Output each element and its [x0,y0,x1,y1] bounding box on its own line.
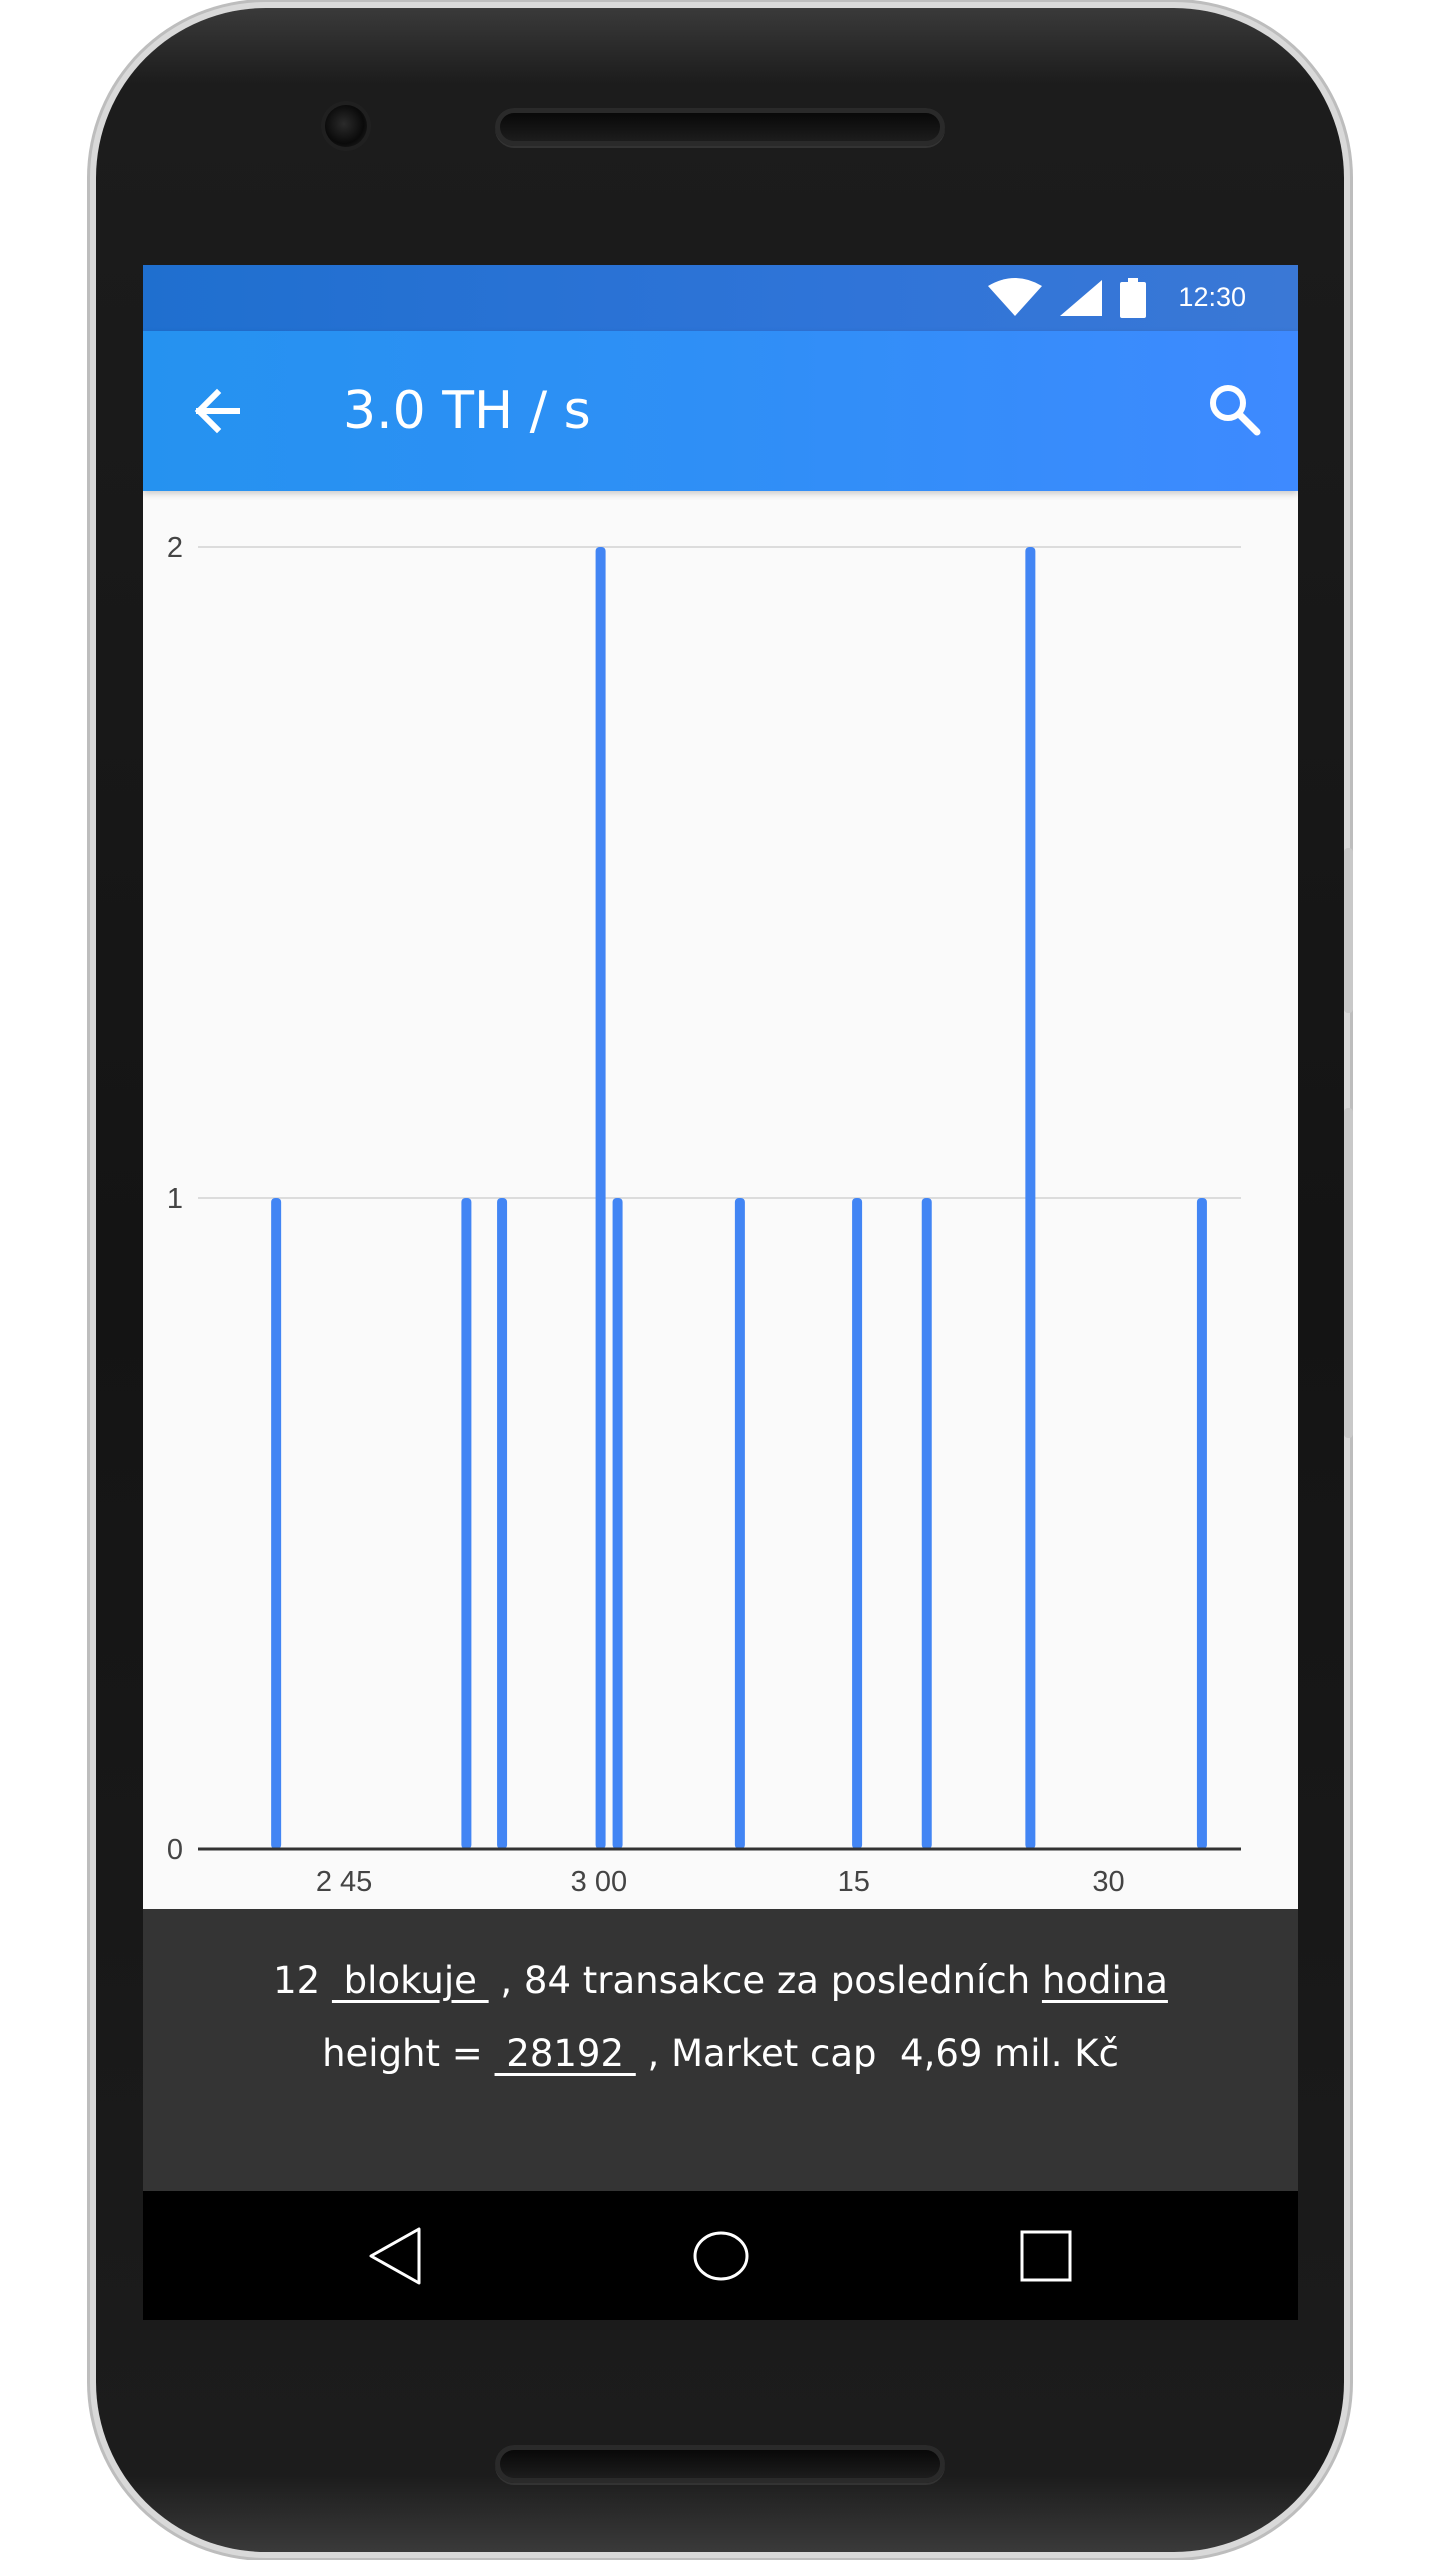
height-link[interactable]: 28192 [494,2032,636,2075]
app-title: 3.0 TH / s [343,381,591,441]
nav-back-button[interactable] [361,2221,431,2291]
bar [497,1198,508,1849]
info-panel: 12 blokuje , 84 transakce za posledních … [143,1909,1298,2191]
chart: 0 1 2 2 45 3 00 15 30 [167,532,1241,1898]
arrow-left-icon [194,388,240,434]
front-camera [325,105,367,147]
bar [1025,547,1036,1849]
back-button[interactable] [183,377,251,445]
x-tick-label: 2 45 [316,1866,372,1898]
market-cap-text: , Market cap 4,69 mil. Kč [647,2032,1119,2075]
nav-recents-button[interactable] [1011,2221,1081,2291]
bar [612,1198,623,1849]
phone-power-button [1344,848,1353,1013]
status-time: 12:30 [1178,282,1246,312]
nav-home-circle-icon [693,2231,749,2281]
cellular-signal-icon [1060,280,1102,316]
y-tick-label: 2 [167,532,183,564]
info-line-height: height = 28192 , Market cap 4,69 mil. Kč [143,2032,1298,2075]
period-link[interactable]: hodina [1041,1959,1168,2002]
bar [1196,1198,1207,1849]
height-label: height = [322,2032,483,2075]
search-icon [1210,385,1261,436]
blocks-link[interactable]: blokuje [331,1959,489,2002]
top-speaker [495,108,945,146]
search-button[interactable] [1200,375,1268,443]
bar [461,1198,472,1849]
nav-back-triangle-icon [369,2227,421,2285]
bottom-speaker [495,2445,945,2483]
bar [595,547,606,1849]
battery-icon [1120,278,1146,318]
y-tick-label: 1 [167,1183,183,1215]
transactions-text: , 84 transakce za posledních [500,1959,1031,2002]
nav-home-button[interactable] [686,2221,756,2291]
bar [734,1198,745,1849]
info-line-blocks: 12 blokuje , 84 transakce za posledních … [143,1959,1298,2002]
x-tick-label: 3 00 [571,1866,627,1898]
bar [852,1198,863,1849]
x-tick-label: 30 [1092,1866,1124,1898]
nav-bar [143,2191,1298,2320]
bar [921,1198,932,1849]
x-tick-label: 15 [838,1866,870,1898]
y-tick-label: 0 [167,1834,183,1866]
bar [271,1198,282,1849]
nav-recents-square-icon [1020,2230,1072,2282]
status-bar: 12:30 [143,265,1298,331]
phone-volume-button [1344,1108,1353,1438]
wifi-icon [988,278,1042,316]
app-bar: 3.0 TH / s [143,331,1298,491]
blocks-count: 12 [273,1959,321,2002]
